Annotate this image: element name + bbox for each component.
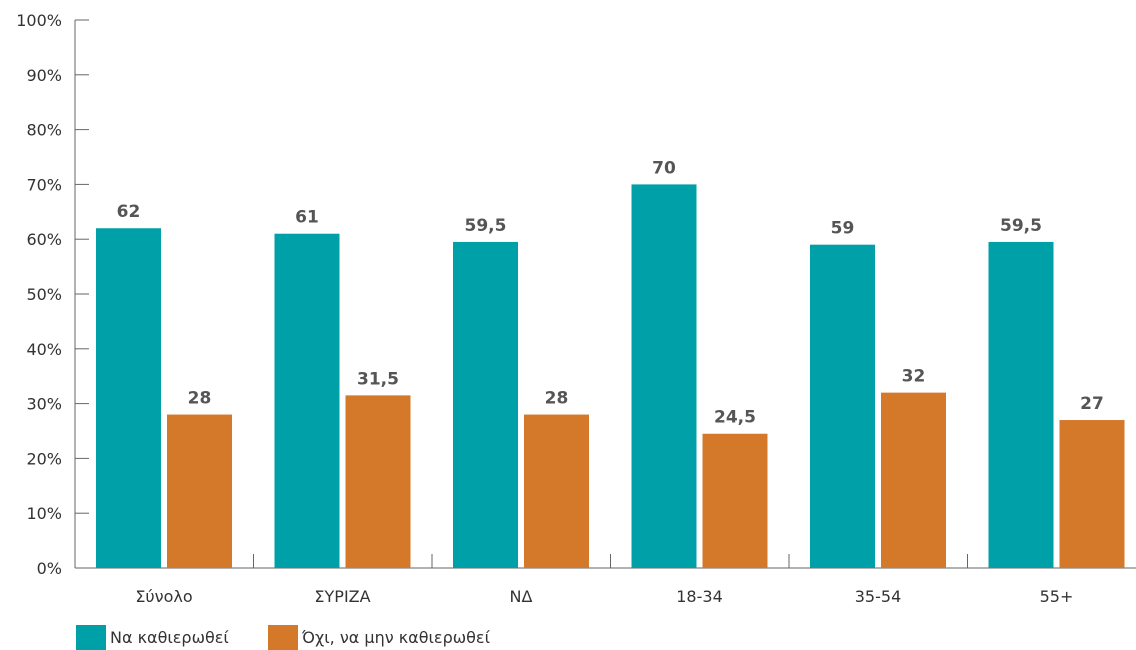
bars — [96, 184, 1125, 569]
y-tick-label: 70% — [26, 175, 62, 194]
value-label: 59,5 — [465, 216, 507, 236]
bar — [1059, 420, 1125, 568]
y-tick-label: 40% — [26, 340, 62, 359]
value-label: 32 — [902, 367, 926, 387]
bar — [881, 392, 946, 568]
value-label: 62 — [117, 202, 141, 222]
value-label: 28 — [545, 389, 569, 409]
y-tick-label: 100% — [16, 11, 62, 30]
value-labels: 62 61 59,5 70 59 59,5 28 31,5 28 24,5 32 27 — [117, 158, 1104, 427]
bar — [453, 241, 518, 568]
x-category-label: ΝΔ — [510, 587, 533, 606]
x-axis: Σύνολο ΣΥΡΙΖΑ ΝΔ 18-34 35-54 55+ — [74, 554, 1136, 606]
value-label: 24,5 — [714, 408, 756, 428]
bar — [631, 184, 697, 568]
x-category-label: Σύνολο — [135, 587, 192, 606]
legend-swatch — [268, 625, 298, 650]
bar — [167, 414, 232, 568]
bar — [988, 241, 1054, 568]
x-category-label: 55+ — [1040, 587, 1074, 606]
bar — [810, 244, 875, 568]
bar — [524, 414, 589, 568]
value-label: 28 — [188, 389, 212, 409]
bar — [274, 233, 340, 568]
x-category-label: 35-54 — [855, 587, 902, 606]
bar — [96, 228, 161, 569]
bar — [345, 395, 411, 568]
y-tick-label: 50% — [26, 285, 62, 304]
y-tick-label: 10% — [26, 504, 62, 523]
x-category-label: 18-34 — [676, 587, 723, 606]
y-tick-label: 20% — [26, 449, 62, 468]
legend-label: Όχι, να μην καθιερωθεί — [301, 628, 491, 647]
value-label: 59 — [831, 219, 855, 239]
y-tick-label: 80% — [26, 121, 62, 140]
y-tick-label: 90% — [26, 66, 62, 85]
y-tick-label: 60% — [26, 230, 62, 249]
bar — [702, 433, 768, 568]
x-category-label: ΣΥΡΙΖΑ — [314, 587, 370, 606]
value-label: 31,5 — [357, 369, 399, 389]
y-tick-label: 0% — [37, 559, 62, 578]
y-tick-label: 30% — [26, 395, 62, 414]
value-label: 59,5 — [1000, 216, 1042, 236]
legend-swatch — [76, 625, 106, 650]
legend-label: Να καθιερωθεί — [110, 628, 229, 647]
value-label: 61 — [295, 208, 319, 228]
value-label: 70 — [652, 158, 676, 178]
legend: Να καθιερωθεί Όχι, να μην καθιερωθεί — [76, 625, 491, 650]
y-axis: 0% 10% 20% 30% 40% 50% 60% 70% 80% 90% 100% — [16, 11, 89, 578]
value-label: 27 — [1080, 394, 1104, 414]
